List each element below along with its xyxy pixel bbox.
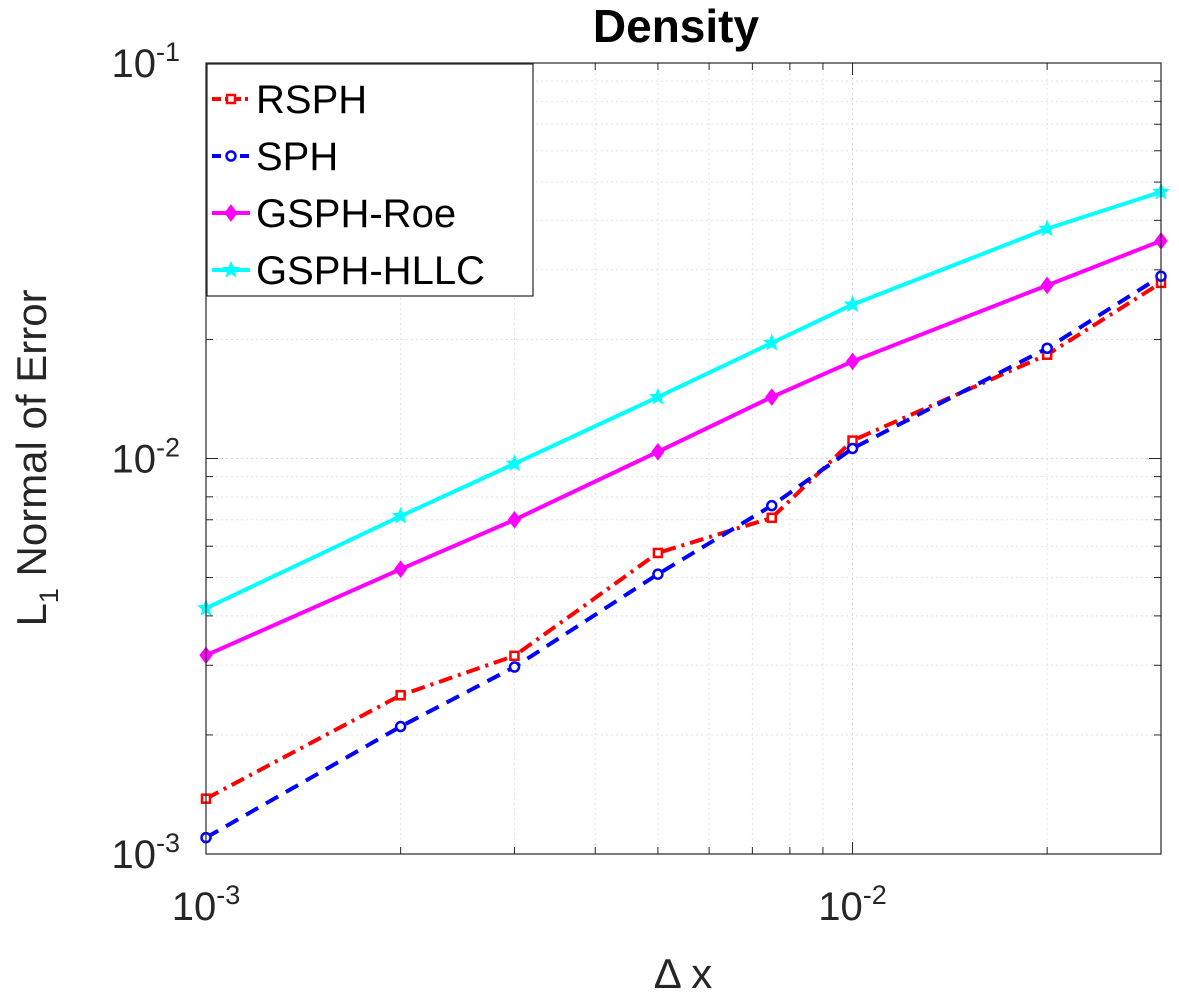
- legend-label: GSPH-HLLC: [256, 249, 485, 293]
- data-point: [848, 444, 857, 453]
- y-tick-exponent: -3: [156, 828, 180, 858]
- legend-marker: [227, 152, 236, 161]
- legend: RSPH SPH GSPH-Roe GSPH-HLLC: [207, 64, 533, 296]
- y-axis-label-rest: Normal of Error: [8, 289, 55, 588]
- x-tick-base: 10: [172, 885, 217, 929]
- data-point: [1043, 344, 1052, 353]
- data-point: [654, 549, 662, 557]
- y-tick-base: 10: [111, 833, 156, 877]
- x-tick-base: 10: [818, 885, 863, 929]
- data-point: [396, 722, 405, 731]
- x-tick-exponent: -2: [863, 880, 887, 910]
- y-axis-label-subscript: 1: [34, 588, 64, 603]
- y-tick-base: 10: [111, 42, 156, 86]
- legend-label: SPH: [256, 135, 338, 179]
- legend-marker: [227, 95, 235, 103]
- data-point: [510, 663, 519, 672]
- data-point: [768, 514, 776, 522]
- data-point: [653, 570, 662, 579]
- data-point: [397, 691, 405, 699]
- data-point: [510, 652, 518, 660]
- x-axis-label: Δ x: [654, 950, 712, 994]
- y-tick-exponent: -1: [156, 37, 180, 67]
- chart-title: Density: [593, 0, 760, 52]
- legend-label: GSPH-Roe: [256, 192, 456, 236]
- y-tick-exponent: -2: [156, 433, 180, 463]
- data-point: [767, 501, 776, 510]
- y-axis-label-main: L: [8, 603, 55, 626]
- legend-label: RSPH: [256, 78, 367, 122]
- y-tick-base: 10: [111, 438, 156, 482]
- x-tick-exponent: -3: [216, 880, 240, 910]
